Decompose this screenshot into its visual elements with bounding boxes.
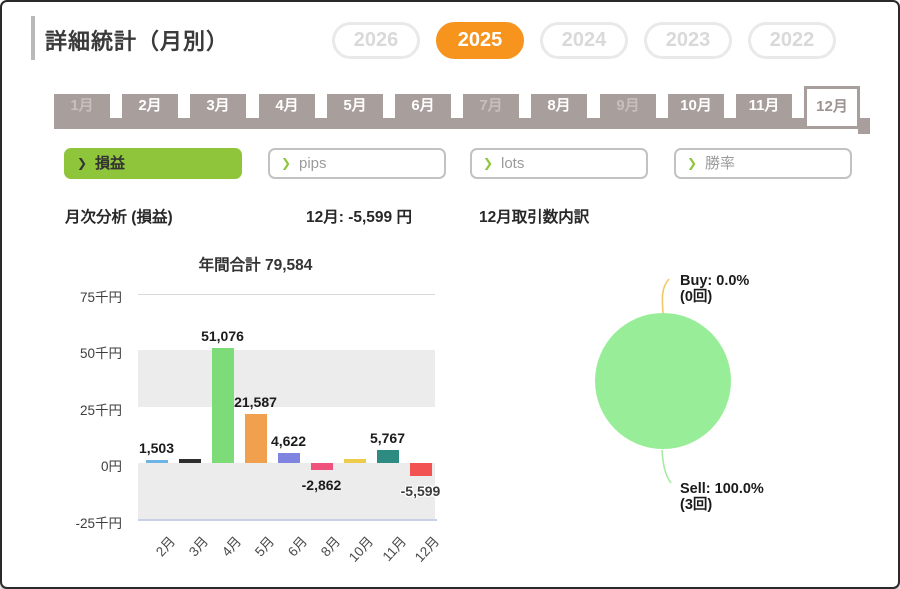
x-axis-label-3月: 3月 bbox=[185, 533, 211, 560]
year-pill-2024[interactable]: 2024 bbox=[540, 22, 628, 59]
month-tabbar-endcap bbox=[858, 118, 870, 134]
year-pill-2025[interactable]: 2025 bbox=[436, 22, 524, 59]
pie-label-sell: Sell: 100.0% (3回) bbox=[680, 481, 764, 513]
filter-shoritsu-button[interactable]: ❯ 勝率 bbox=[674, 148, 852, 179]
x-axis-label-8月: 8月 bbox=[317, 533, 343, 560]
year-pill-2022[interactable]: 2022 bbox=[748, 22, 836, 59]
pie-label-sell-percent: Sell: 100.0% bbox=[680, 481, 764, 497]
bar-value-12月: -5,599 bbox=[400, 482, 441, 499]
y-axis-tick-2: 25千円 bbox=[79, 402, 122, 418]
bar-3月 bbox=[178, 459, 201, 464]
year-pill-2023[interactable]: 2023 bbox=[644, 22, 732, 59]
tab-month-8[interactable]: 8月 bbox=[531, 94, 587, 118]
year-pill-2026[interactable]: 2026 bbox=[332, 22, 420, 59]
trade-breakdown-heading: 12月取引数内訳 bbox=[479, 209, 590, 226]
filter-label: pips bbox=[299, 155, 327, 172]
pie-label-buy: Buy: 0.0% (0回) bbox=[680, 273, 749, 305]
tab-month-5[interactable]: 5月 bbox=[327, 94, 383, 118]
bar-11月 bbox=[376, 450, 399, 464]
sell-pie-slice bbox=[595, 313, 731, 449]
tab-month-7[interactable]: 7月 bbox=[463, 94, 519, 118]
filter-lots-button[interactable]: ❯ lots bbox=[470, 148, 648, 179]
tab-month-1[interactable]: 1月 bbox=[54, 94, 110, 118]
filter-pips-button[interactable]: ❯ pips bbox=[268, 148, 446, 179]
bar-value-2月: 1,503 bbox=[138, 439, 175, 456]
selected-month-value: 12月: -5,599 円 bbox=[306, 209, 412, 226]
bar-4月 bbox=[211, 347, 234, 464]
chevron-right-icon: ❯ bbox=[483, 156, 494, 170]
x-axis-label-6月: 6月 bbox=[284, 533, 310, 560]
bar-value-6月: 4,622 bbox=[270, 432, 307, 449]
filter-label: 損益 bbox=[95, 155, 126, 172]
chevron-right-icon: ❯ bbox=[687, 156, 698, 170]
bar-6月 bbox=[277, 452, 300, 464]
bar-2月 bbox=[145, 459, 168, 464]
axis-bottom-line bbox=[138, 518, 437, 521]
month-tabbar bbox=[54, 118, 860, 129]
x-axis-label-5月: 5月 bbox=[251, 533, 277, 560]
bar-value-4月: 51,076 bbox=[201, 327, 244, 344]
bar-value-8月: -2,862 bbox=[301, 476, 342, 493]
tab-month-2[interactable]: 2月 bbox=[122, 94, 178, 118]
bar-12月 bbox=[409, 463, 432, 476]
bar-value-11月: 5,767 bbox=[369, 430, 406, 447]
y-axis-tick-1: 50千円 bbox=[79, 346, 122, 362]
chevron-right-icon: ❯ bbox=[77, 156, 88, 170]
x-axis-label-12月: 12月 bbox=[411, 533, 442, 565]
tab-month-12[interactable]: 12月 bbox=[804, 86, 860, 129]
y-axis-tick-4: -25千円 bbox=[75, 515, 122, 531]
tab-month-9[interactable]: 9月 bbox=[600, 94, 656, 118]
chevron-right-icon: ❯ bbox=[281, 156, 292, 170]
filter-label: 勝率 bbox=[705, 155, 736, 172]
page-title: 詳細統計（月別） bbox=[45, 29, 230, 54]
tab-month-4[interactable]: 4月 bbox=[259, 94, 315, 118]
x-axis-label-11月: 11月 bbox=[379, 533, 409, 565]
bar-10月 bbox=[343, 459, 366, 464]
tab-month-10[interactable]: 10月 bbox=[668, 94, 724, 118]
monthly-analysis-heading: 月次分析 (損益) bbox=[65, 209, 173, 226]
tab-month-11[interactable]: 11月 bbox=[736, 94, 792, 118]
pie-label-buy-percent: Buy: 0.0% bbox=[680, 273, 750, 289]
bar-value-5月: 21,587 bbox=[234, 394, 277, 411]
bar-5月 bbox=[244, 414, 267, 464]
x-axis-label-4月: 4月 bbox=[218, 533, 244, 560]
grid-band-0-neg25 bbox=[138, 463, 435, 520]
title-accent-rule bbox=[31, 16, 35, 60]
filter-soneki-button[interactable]: ❯ 損益 bbox=[64, 148, 242, 179]
year-selector: 2026 2025 2024 2023 2022 bbox=[332, 22, 836, 59]
pie-label-buy-count: (0回) bbox=[680, 289, 713, 305]
bar-8月 bbox=[310, 463, 333, 470]
tab-month-6[interactable]: 6月 bbox=[395, 94, 451, 118]
gridline-75 bbox=[138, 294, 435, 295]
annual-total-title: 年間合計 79,584 bbox=[198, 257, 313, 274]
x-axis-label-2月: 2月 bbox=[152, 533, 178, 560]
grid-band-50-25 bbox=[138, 350, 435, 407]
y-axis-tick-3: 0円 bbox=[100, 459, 122, 475]
pie-label-sell-count: (3回) bbox=[680, 497, 713, 513]
y-axis-tick-0: 75千円 bbox=[79, 290, 122, 305]
x-axis-label-10月: 10月 bbox=[345, 533, 376, 565]
tab-month-3[interactable]: 3月 bbox=[190, 94, 246, 118]
filter-label: lots bbox=[501, 155, 525, 172]
